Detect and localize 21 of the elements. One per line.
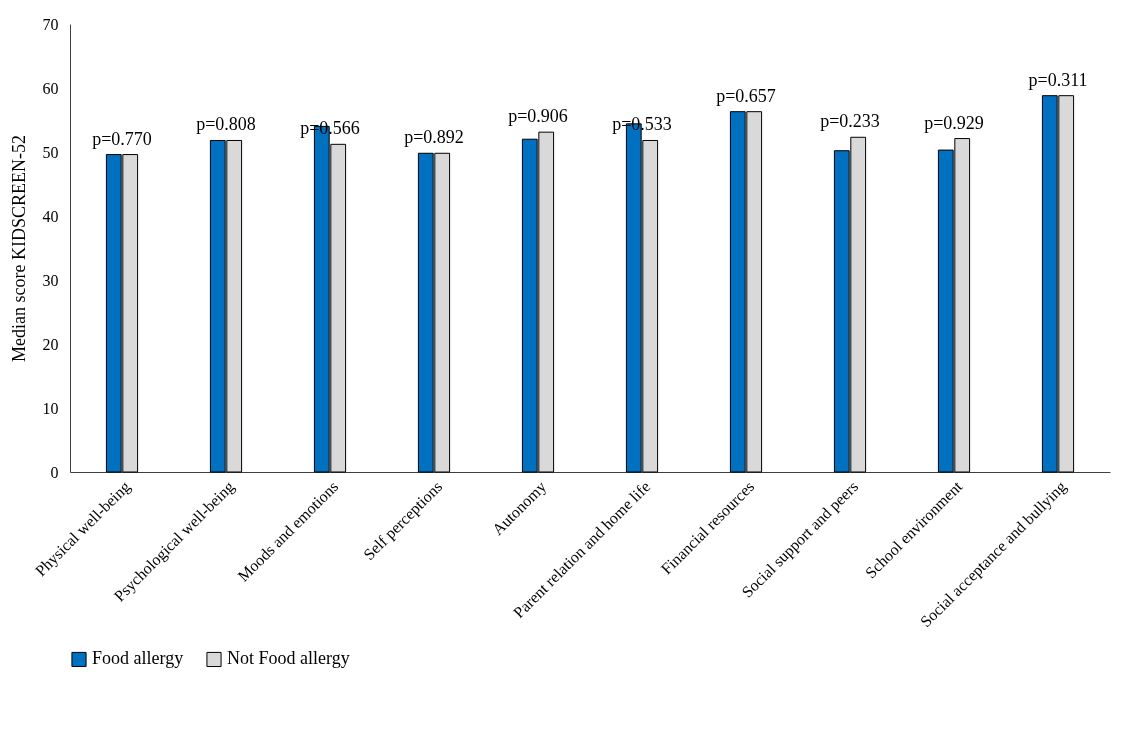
y-tick-label: 10 xyxy=(42,399,59,417)
y-tick-label: 40 xyxy=(42,207,59,225)
annotation: p=0.808 xyxy=(196,114,256,135)
legend-label: Food allergy xyxy=(92,648,184,669)
annotation: p=0.929 xyxy=(924,112,984,133)
y-axis-title: Median score KIDSCREEN-52 xyxy=(8,135,29,362)
annotation: p=0.233 xyxy=(820,111,880,132)
y-tick-label: 70 xyxy=(42,15,59,33)
y-tick-label: 30 xyxy=(42,271,59,289)
y-tick-label: 0 xyxy=(50,463,59,481)
legend-label: Not Food allergy xyxy=(227,648,350,669)
y-tick-label: 50 xyxy=(42,143,59,161)
y-tick-label: 60 xyxy=(42,79,59,97)
annotation: p=0.311 xyxy=(1028,69,1088,90)
annotation: p=0.770 xyxy=(92,128,152,149)
annotation: p=0.657 xyxy=(716,85,776,106)
annotation: p=0.892 xyxy=(404,127,464,148)
y-tick-label: 20 xyxy=(42,335,59,353)
annotation: p=0.566 xyxy=(300,118,360,139)
annotation: p=0.906 xyxy=(508,106,568,127)
annotation: p=0.533 xyxy=(612,114,672,135)
